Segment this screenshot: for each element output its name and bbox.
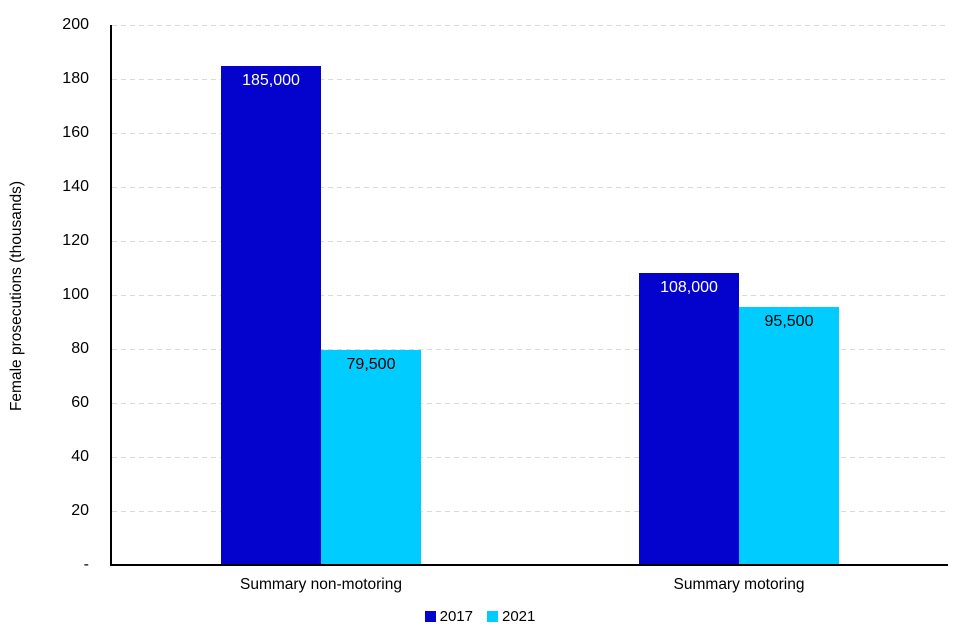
bar-2017-summary-motoring bbox=[639, 273, 739, 565]
legend-item-2021: 2021 bbox=[487, 608, 535, 625]
y-tick-label-0: - bbox=[83, 556, 89, 573]
x-axis-line bbox=[110, 564, 948, 566]
category-label-summary-non-motoring: Summary non-motoring bbox=[240, 576, 402, 593]
data-label-2017-summary-non-motoring: 185,000 bbox=[242, 71, 300, 89]
y-tick-label-80: 80 bbox=[71, 340, 89, 357]
y-tick-label-120: 120 bbox=[62, 232, 89, 249]
legend-swatch-icon-2017 bbox=[424, 611, 436, 622]
gridline-20 bbox=[112, 511, 948, 512]
legend-item-2017: 2017 bbox=[424, 608, 473, 625]
bar-2017-summary-non-motoring bbox=[221, 65, 321, 565]
y-tick-label-60: 60 bbox=[71, 394, 89, 411]
data-label-2021-summary-non-motoring: 79,500 bbox=[346, 356, 396, 374]
bar-2021-summary-non-motoring bbox=[321, 350, 421, 565]
gridline-200 bbox=[112, 25, 948, 26]
y-tick-label-140: 140 bbox=[62, 178, 89, 195]
gridline-80 bbox=[112, 349, 948, 350]
gridline-100 bbox=[112, 295, 948, 296]
y-axis-line bbox=[110, 25, 112, 565]
gridline-40 bbox=[112, 457, 948, 458]
y-tick-label-180: 180 bbox=[62, 70, 89, 87]
bar-2021-summary-motoring bbox=[739, 307, 839, 565]
legend-swatch-icon-2021 bbox=[487, 611, 498, 622]
data-label-2021-summary-motoring: 95,500 bbox=[764, 313, 814, 331]
y-tick-label-100: 100 bbox=[62, 286, 89, 303]
category-label-summary-motoring: Summary motoring bbox=[673, 576, 805, 593]
gridline-60 bbox=[112, 403, 948, 404]
y-tick-label-200: 200 bbox=[62, 16, 89, 33]
data-label-2017-summary-motoring: 108,000 bbox=[660, 279, 718, 297]
legend: 2017 2021 bbox=[0, 608, 960, 625]
y-tick-label-160: 160 bbox=[62, 124, 89, 141]
legend-label-2017: 2017 bbox=[439, 608, 473, 625]
gridline-160 bbox=[112, 133, 948, 134]
gridline-180 bbox=[112, 79, 948, 80]
gridline-140 bbox=[112, 187, 948, 188]
y-tick-label-20: 20 bbox=[71, 502, 89, 519]
legend-label-2021: 2021 bbox=[502, 608, 536, 625]
gridline-120 bbox=[112, 241, 948, 242]
y-tick-label-40: 40 bbox=[71, 448, 89, 465]
